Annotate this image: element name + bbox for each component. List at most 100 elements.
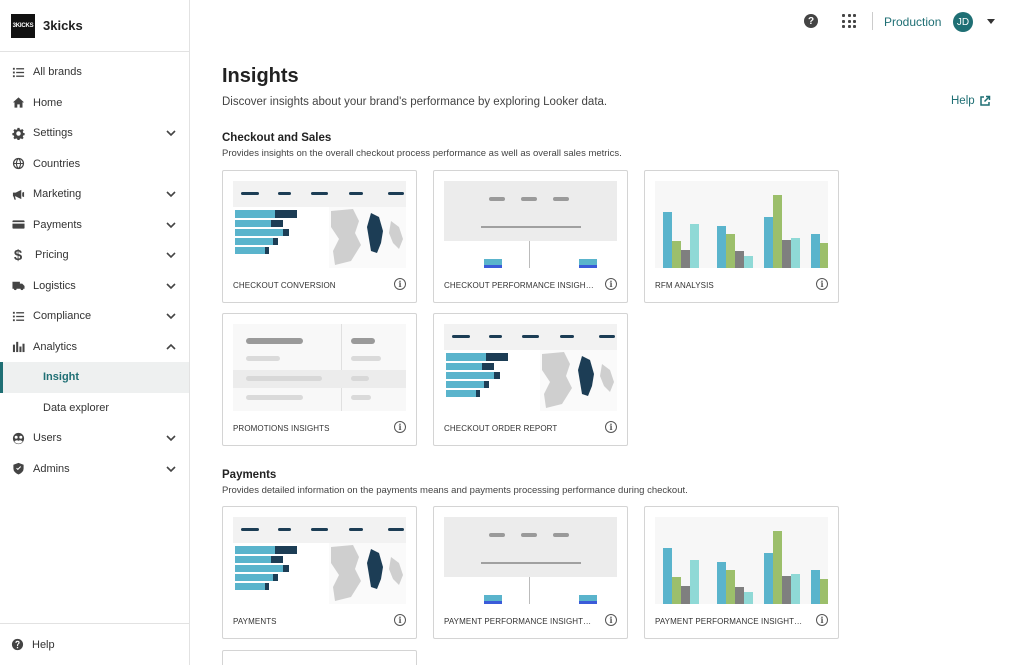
insight-card[interactable]: PROMOTIONS INSIGHTS i [222, 313, 417, 446]
megaphone-icon [11, 187, 25, 201]
brand-logo: 3KICKS [11, 13, 35, 38]
sidebar-subitem-data-explorer[interactable]: Data explorer [43, 401, 110, 414]
insight-card[interactable]: CHECKOUT ORDER REPORT i [433, 313, 628, 446]
card-label: CHECKOUT PERFORMANCE INSIGHTS... [444, 281, 594, 290]
caret-down-icon[interactable] [987, 19, 995, 24]
section-description: Provides insights on the overall checkou… [222, 148, 622, 159]
card-label: CHECKOUT CONVERSION [233, 281, 336, 290]
chevron-down-icon [165, 310, 177, 322]
sidebar-item-home[interactable]: Home [0, 88, 189, 119]
card-thumbnail [233, 324, 406, 411]
info-icon[interactable]: i [394, 278, 406, 290]
sidebar-item-label: Admins [33, 462, 70, 475]
chevron-down-icon [165, 249, 177, 261]
sidebar-item-label: Countries [33, 157, 81, 170]
sidebar-item-label: Compliance [33, 310, 92, 323]
card-thumbnail [444, 181, 617, 268]
insight-card[interactable]: PAYMENT PERFORMANCE INSIGHTS AH i [433, 506, 628, 639]
checklist-icon [11, 309, 25, 323]
topbar-divider [872, 12, 873, 30]
chevron-up-icon [165, 341, 177, 353]
info-icon[interactable]: i [605, 614, 617, 626]
chevron-down-icon [165, 432, 177, 444]
chevron-down-icon [165, 188, 177, 200]
sidebar-item-payments[interactable]: Payments [0, 210, 189, 241]
question-icon[interactable]: ? [804, 14, 818, 28]
info-icon[interactable]: i [605, 278, 617, 290]
chevron-down-icon [165, 463, 177, 475]
sidebar-item-label: Users [33, 432, 62, 445]
card-label: CHECKOUT ORDER REPORT [444, 424, 558, 433]
sidebar-item-pricing[interactable]: $ Pricing [0, 240, 189, 271]
shield-icon [11, 462, 25, 476]
help-link-label: Help [951, 95, 975, 107]
sidebar-item-users[interactable]: Users [0, 423, 189, 454]
sidebar-item-label: Logistics [33, 279, 76, 292]
card-thumbnail [444, 324, 617, 411]
sidebar-nav: All brands Home Settings Countries Marke… [0, 52, 189, 484]
sidebar-item-label: Pricing [35, 249, 69, 262]
sidebar-item-analytics[interactable]: Analytics [0, 332, 189, 363]
bar-chart-icon [11, 340, 25, 354]
sidebar-item-countries[interactable]: Countries [0, 149, 189, 180]
card-label: PAYMENTS [233, 617, 277, 626]
truck-icon [11, 279, 25, 293]
chevron-down-icon [165, 280, 177, 292]
info-icon[interactable]: i [816, 278, 828, 290]
info-icon[interactable]: i [605, 421, 617, 433]
insight-card-partial[interactable] [222, 650, 417, 665]
list-icon [11, 65, 25, 79]
sidebar-item-admins[interactable]: Admins [0, 454, 189, 485]
insight-card[interactable]: PAYMENT PERFORMANCE INSIGHTS... i [644, 506, 839, 639]
sidebar-item-label: Analytics [33, 340, 78, 353]
question-icon [11, 638, 24, 651]
info-icon[interactable]: i [816, 614, 828, 626]
card-label: PAYMENT PERFORMANCE INSIGHTS AH [444, 617, 594, 626]
section-title: Payments [222, 469, 277, 481]
credit-card-icon [11, 218, 25, 232]
insight-card[interactable]: RFM ANALYSIS i [644, 170, 839, 303]
card-thumbnail [655, 181, 828, 268]
sidebar-item-all-brands[interactable]: All brands [0, 57, 189, 88]
insight-card[interactable]: CHECKOUT CONVERSION i [222, 170, 417, 303]
section-description: Provides detailed information on the pay… [222, 485, 688, 496]
sidebar: 3KICKS 3kicks All brands Home Settings C… [0, 0, 190, 665]
environment-selector[interactable]: Production [884, 15, 942, 29]
page-title: Insights [222, 65, 299, 87]
info-icon[interactable]: i [394, 421, 406, 433]
sidebar-item-marketing[interactable]: Marketing [0, 179, 189, 210]
card-thumbnail [444, 517, 617, 604]
sidebar-item-compliance[interactable]: Compliance [0, 301, 189, 332]
sidebar-help[interactable]: Help [0, 623, 189, 665]
insight-card[interactable]: PAYMENTS i [222, 506, 417, 639]
brand-name: 3kicks [43, 18, 83, 33]
sidebar-subitem-insight[interactable]: Insight [0, 362, 189, 393]
home-icon [11, 96, 25, 110]
brand-header[interactable]: 3KICKS 3kicks [0, 0, 189, 52]
sidebar-item-settings[interactable]: Settings [0, 118, 189, 149]
sidebar-item-label: Marketing [33, 188, 82, 201]
sidebar-help-label: Help [32, 638, 55, 651]
topbar: ? Production JD [190, 0, 1024, 44]
sidebar-item-logistics[interactable]: Logistics [0, 271, 189, 302]
card-label: RFM ANALYSIS [655, 281, 714, 290]
sidebar-item-label: Settings [33, 127, 73, 140]
users-icon [11, 431, 25, 445]
gear-icon [11, 126, 25, 140]
external-link-icon [979, 95, 990, 106]
card-thumbnail [233, 517, 406, 604]
card-label: PAYMENT PERFORMANCE INSIGHTS... [655, 617, 805, 626]
avatar[interactable]: JD [953, 12, 973, 32]
info-icon[interactable]: i [394, 614, 406, 626]
chevron-down-icon [165, 127, 177, 139]
chevron-down-icon [165, 219, 177, 231]
insight-card[interactable]: CHECKOUT PERFORMANCE INSIGHTS... i [433, 170, 628, 303]
dollar-icon: $ [13, 246, 23, 264]
help-link[interactable]: Help [951, 95, 991, 107]
sidebar-item-label: All brands [33, 66, 82, 79]
card-label: PROMOTIONS INSIGHTS [233, 424, 330, 433]
grid-icon[interactable] [842, 14, 856, 28]
page-subtitle: Discover insights about your brand's per… [222, 96, 608, 108]
section-title: Checkout and Sales [222, 132, 332, 144]
sidebar-item-label: Home [33, 96, 63, 109]
